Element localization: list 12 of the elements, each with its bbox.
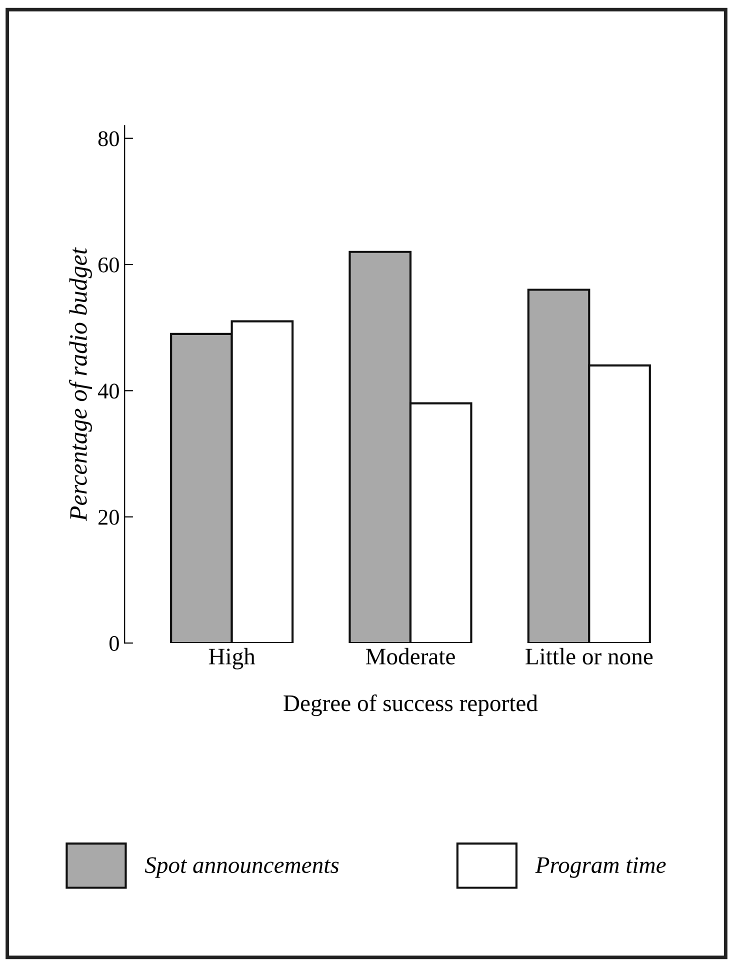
x-tick-label: Moderate	[366, 648, 455, 665]
legend-label: Spot announcements	[144, 857, 339, 878]
y-tick-label: 0	[109, 636, 119, 651]
y-tick-label: 40	[98, 384, 119, 399]
x-tick-label: High	[208, 648, 256, 670]
x-axis-title: Degree of success reported	[284, 694, 538, 716]
legend-label: Program time	[535, 857, 666, 878]
y-tick-label: 80	[98, 131, 119, 146]
x-tick-label: Little or none	[526, 648, 653, 665]
y-tick-label: 20	[98, 510, 119, 525]
y-tick-label: 60	[98, 257, 119, 272]
y-axis-title: Percentage of radio budget	[69, 247, 92, 522]
